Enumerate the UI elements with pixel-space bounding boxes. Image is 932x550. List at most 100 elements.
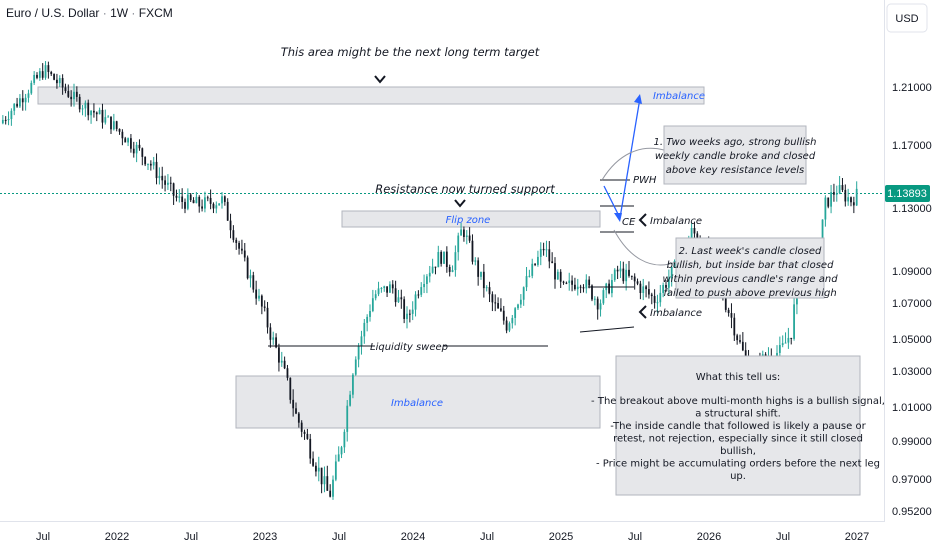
candle-body[interactable]: [306, 433, 309, 439]
candle-body[interactable]: [537, 256, 539, 265]
candle-body[interactable]: [585, 279, 588, 289]
candle-body[interactable]: [852, 202, 855, 206]
candle-body[interactable]: [690, 228, 693, 239]
imbalance-line-d[interactable]: [579, 326, 635, 333]
candle-body[interactable]: [588, 279, 591, 286]
target-note[interactable]: This area might be the next long term ta…: [281, 45, 540, 59]
candle-body[interactable]: [124, 138, 127, 143]
candle-body[interactable]: [855, 188, 858, 206]
candle-body[interactable]: [673, 261, 676, 267]
candle-body[interactable]: [781, 343, 784, 346]
candle-body[interactable]: [665, 284, 667, 288]
candle-body[interactable]: [431, 266, 434, 273]
candle-body[interactable]: [366, 316, 369, 323]
candle-body[interactable]: [539, 248, 542, 257]
candle-body[interactable]: [502, 310, 505, 321]
candle-body[interactable]: [514, 308, 517, 318]
candle-body[interactable]: [500, 308, 502, 311]
candle-body[interactable]: [408, 313, 411, 315]
candle-body[interactable]: [793, 304, 795, 339]
candle-body[interactable]: [169, 182, 172, 184]
candle-body[interactable]: [292, 399, 295, 409]
candle-body[interactable]: [463, 229, 465, 237]
candle-body[interactable]: [135, 144, 138, 154]
candle-body[interactable]: [41, 71, 44, 78]
candle-body[interactable]: [238, 242, 240, 249]
candle-body[interactable]: [386, 286, 388, 293]
candle-body[interactable]: [440, 251, 443, 264]
candle-body[interactable]: [189, 194, 192, 201]
candle-body[interactable]: [821, 219, 824, 249]
candle-body[interactable]: [406, 313, 408, 319]
candle-body[interactable]: [824, 197, 827, 220]
candle-body[interactable]: [497, 303, 499, 309]
candle-body[interactable]: [312, 458, 314, 466]
candle-body[interactable]: [10, 110, 13, 120]
candle-body[interactable]: [64, 87, 67, 91]
candle-body[interactable]: [400, 297, 403, 300]
candle-body[interactable]: [98, 109, 101, 115]
candle-body[interactable]: [181, 196, 184, 202]
candle-body[interactable]: [582, 287, 585, 289]
candle-body[interactable]: [27, 93, 30, 98]
candle-body[interactable]: [280, 360, 283, 363]
candle-body[interactable]: [130, 138, 132, 149]
candle-body[interactable]: [374, 294, 377, 299]
candle-body[interactable]: [619, 268, 622, 272]
candle-body[interactable]: [192, 200, 195, 204]
candle-body[interactable]: [255, 289, 258, 299]
candle-body[interactable]: [428, 272, 431, 277]
candle-body[interactable]: [733, 317, 736, 336]
candle-body[interactable]: [95, 112, 98, 115]
candle-body[interactable]: [545, 249, 548, 251]
candle-body[interactable]: [272, 337, 275, 340]
candle-body[interactable]: [636, 281, 639, 284]
candle-body[interactable]: [556, 271, 559, 280]
candle-body[interactable]: [443, 251, 445, 264]
candle-body[interactable]: [152, 161, 155, 166]
candle-body[interactable]: [474, 260, 477, 262]
candle-body[interactable]: [616, 269, 619, 272]
candle-body[interactable]: [534, 263, 536, 265]
candle-body[interactable]: [121, 131, 124, 139]
candle-body[interactable]: [204, 197, 206, 209]
candle-body[interactable]: [662, 284, 665, 293]
candle-body[interactable]: [186, 194, 189, 209]
candle-body[interactable]: [593, 298, 596, 300]
candle-body[interactable]: [488, 287, 491, 295]
candle-body[interactable]: [61, 78, 64, 88]
candle-body[interactable]: [389, 284, 391, 293]
candle-body[interactable]: [118, 128, 121, 132]
candle-body[interactable]: [508, 323, 511, 331]
candle-body[interactable]: [656, 302, 659, 304]
candle-body[interactable]: [323, 476, 326, 485]
candle-body[interactable]: [369, 311, 371, 317]
candle-body[interactable]: [297, 413, 300, 423]
candle-body[interactable]: [522, 287, 525, 300]
candle-body[interactable]: [491, 294, 494, 303]
candle-body[interactable]: [309, 438, 312, 459]
candle-body[interactable]: [633, 276, 636, 282]
candle-body[interactable]: [423, 283, 425, 288]
candle-body[interactable]: [448, 266, 451, 272]
candle-body[interactable]: [411, 309, 414, 314]
candle-body[interactable]: [343, 431, 346, 448]
candle-body[interactable]: [480, 271, 482, 277]
candle-body[interactable]: [352, 374, 354, 395]
candle-body[interactable]: [317, 467, 320, 472]
candle-body[interactable]: [107, 116, 110, 118]
candle-body[interactable]: [78, 96, 81, 110]
candle-body[interactable]: [357, 346, 360, 360]
candle-body[interactable]: [744, 350, 747, 356]
candle-body[interactable]: [209, 197, 212, 204]
candle-body[interactable]: [380, 288, 383, 290]
candle-body[interactable]: [13, 103, 16, 111]
candle-body[interactable]: [320, 467, 323, 485]
candle-body[interactable]: [454, 252, 457, 271]
candle-body[interactable]: [608, 283, 610, 294]
candle-body[interactable]: [434, 266, 437, 268]
candle-body[interactable]: [295, 408, 297, 414]
candle-body[interactable]: [167, 182, 169, 185]
candle-body[interactable]: [73, 91, 75, 100]
candle-body[interactable]: [332, 479, 334, 497]
